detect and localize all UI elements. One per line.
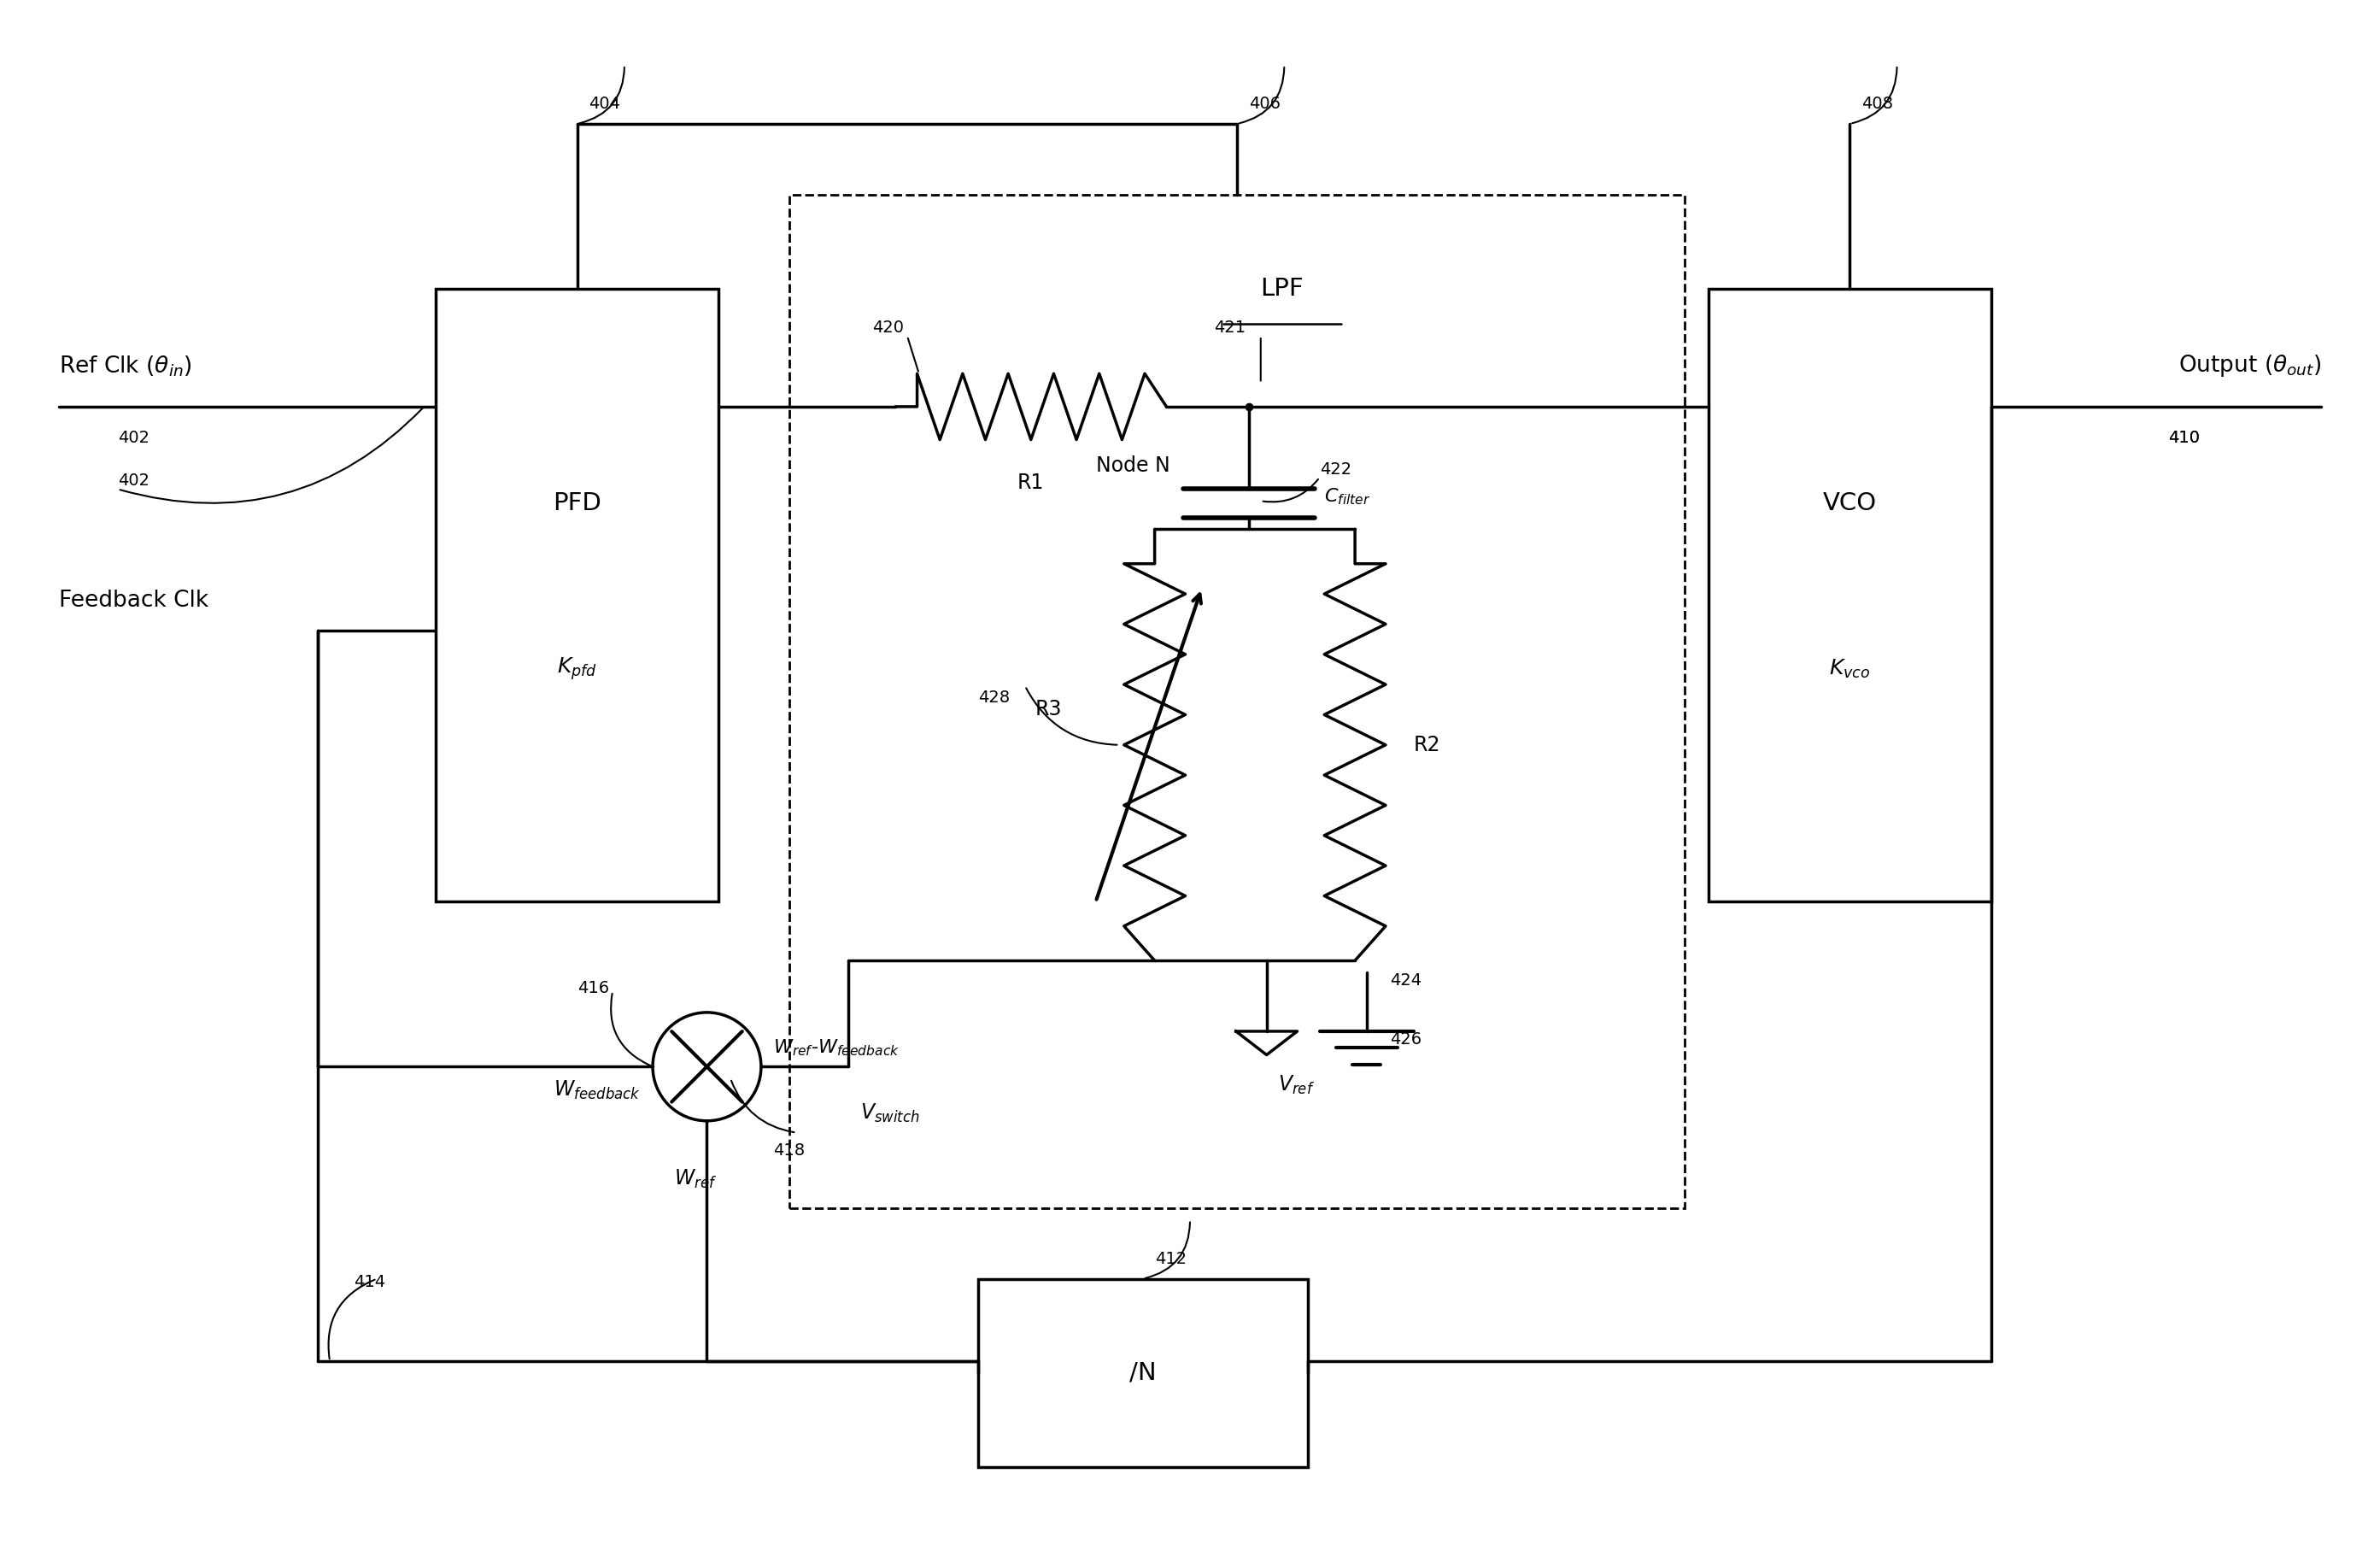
Text: 416: 416 — [578, 980, 609, 996]
Text: 428: 428 — [978, 690, 1009, 706]
Text: R3: R3 — [1035, 699, 1061, 720]
Text: 402: 402 — [117, 472, 150, 489]
Text: Ref Clk $(\theta_{in})$: Ref Clk $(\theta_{in})$ — [60, 354, 193, 378]
Text: $W_{feedback}$: $W_{feedback}$ — [555, 1079, 640, 1101]
Text: 421: 421 — [1214, 320, 1245, 337]
Bar — [1709, 289, 1992, 902]
Text: /N: /N — [1130, 1362, 1157, 1385]
Text: 414: 414 — [352, 1274, 386, 1291]
Text: 406: 406 — [1250, 96, 1280, 113]
Text: Feedback Clk: Feedback Clk — [60, 590, 209, 611]
Text: R2: R2 — [1414, 735, 1440, 755]
Bar — [436, 289, 719, 902]
Text: LPF: LPF — [1261, 276, 1304, 301]
Text: 420: 420 — [871, 320, 904, 337]
Bar — [790, 195, 1685, 1207]
Text: $W_{ref}$: $W_{ref}$ — [674, 1167, 716, 1190]
Bar — [978, 1278, 1309, 1467]
Text: 410: 410 — [2168, 431, 2199, 446]
Text: 410: 410 — [2168, 431, 2199, 446]
Text: PFD: PFD — [552, 491, 602, 516]
Text: Node N: Node N — [1095, 455, 1171, 476]
Text: R1: R1 — [1019, 472, 1045, 493]
Text: $K_{vco}$: $K_{vco}$ — [1830, 658, 1871, 679]
Text: $K_{pfd}$: $K_{pfd}$ — [557, 656, 597, 682]
Text: 418: 418 — [774, 1143, 804, 1158]
Text: 408: 408 — [1861, 96, 1892, 113]
Text: $V_{switch}$: $V_{switch}$ — [859, 1102, 919, 1124]
Text: 426: 426 — [1390, 1031, 1421, 1047]
Text: 402: 402 — [117, 431, 150, 446]
Text: 412: 412 — [1154, 1251, 1185, 1268]
Text: $V_{ref}$: $V_{ref}$ — [1278, 1073, 1316, 1096]
Text: 404: 404 — [590, 96, 621, 113]
Text: $W_{ref}$-$W_{feedback}$: $W_{ref}$-$W_{feedback}$ — [774, 1038, 900, 1058]
Text: 424: 424 — [1390, 973, 1421, 988]
Text: 422: 422 — [1319, 462, 1352, 477]
Text: Output $(\theta_{out})$: Output $(\theta_{out})$ — [2178, 352, 2320, 378]
Text: $C_{filter}$: $C_{filter}$ — [1323, 486, 1371, 506]
Text: VCO: VCO — [1823, 491, 1878, 516]
